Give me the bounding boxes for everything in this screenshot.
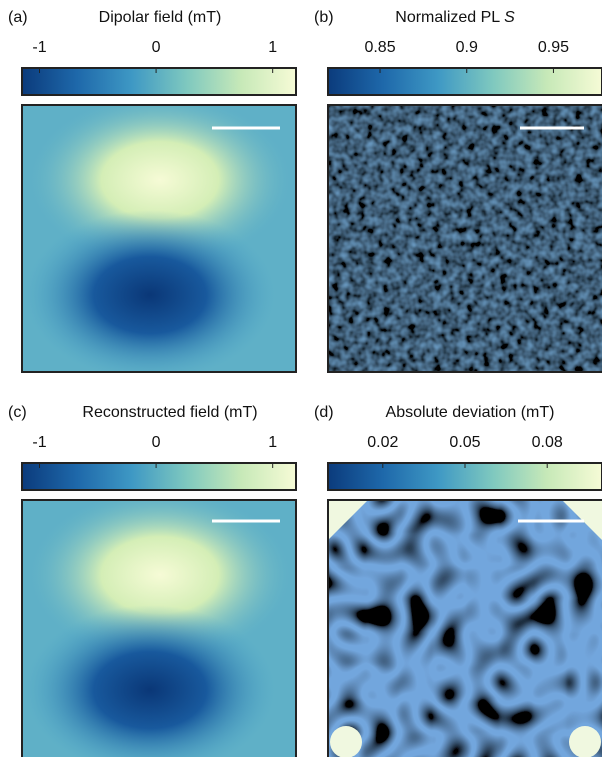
colorbar-tick-label: 0 [152,39,161,56]
colorbar-tick-label: 1 [268,434,277,451]
colorbar-tick-label: -1 [32,39,46,56]
heatmap-c [22,500,296,757]
heatmap-frame [21,104,297,373]
panel-title: Reconstructed field (mT) [82,404,257,421]
colorbar [21,67,297,96]
panel-title: Dipolar field (mT) [99,9,222,26]
colorbar-tick-label: 0.85 [364,39,395,56]
heatmap-frame [327,499,602,757]
colorbar-tick-label: 0.95 [538,39,569,56]
colorbar-tick-label: 0 [152,434,161,451]
title-text: Dipolar field (mT) [99,9,222,26]
panel-label: (a) [8,9,28,26]
heatmap-d [328,500,602,757]
colorbar-tick-label: 0.02 [367,434,398,451]
colorbar [327,67,602,96]
heatmap-frame [21,499,297,757]
panel-label: (c) [8,404,27,421]
colorbar [21,462,297,491]
heatmap-frame [327,104,602,373]
colorbar-tick-label: 1 [268,39,277,56]
panel-label: (b) [314,9,334,26]
title-symbol: S [504,9,515,26]
panel-title: Normalized PL S [395,9,515,26]
heatmap-b [328,105,602,372]
heatmap-a [22,105,296,372]
panel-label: (d) [314,404,334,421]
title-text: Absolute deviation (mT) [386,404,555,421]
title-text: Normalized PL [395,9,500,26]
title-text: Reconstructed field (mT) [82,404,257,421]
colorbar-tick-label: 0.9 [456,39,478,56]
colorbar-tick-label: 0.08 [532,434,563,451]
colorbar-tick-label: -1 [32,434,46,451]
panel-title: Absolute deviation (mT) [386,404,555,421]
colorbar-tick-label: 0.05 [449,434,480,451]
